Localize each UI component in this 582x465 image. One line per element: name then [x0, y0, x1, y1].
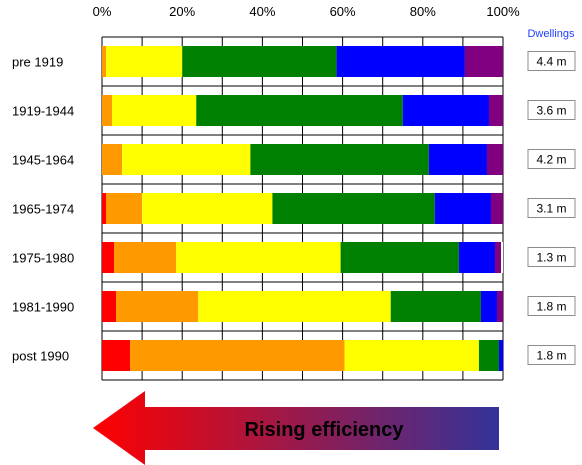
dwellings-column: Dwellings 4.4 m 3.6 m 4.2 m 3.1 m 1.3 m 1.8 m… — [527, 28, 576, 365]
dwellings-value-box — [527, 345, 576, 365]
bar-segment — [486, 144, 503, 175]
bar-segment — [102, 144, 123, 175]
category-label: 1975-1980 — [12, 251, 74, 266]
dwellings-value: 3.6 m — [536, 104, 566, 118]
category-label: 1981-1990 — [12, 300, 74, 315]
x-tick-label: 80% — [410, 4, 436, 19]
bar-segment — [196, 95, 403, 126]
bars — [102, 46, 503, 371]
category-labels: pre 1919 1919-1944 1945-1964 1965-1974 1975-… — [12, 55, 74, 364]
bar-segment — [428, 144, 487, 175]
bar-segment — [498, 340, 503, 371]
bar-segment — [478, 340, 499, 371]
bar-segment — [272, 193, 435, 224]
bar-segment — [130, 340, 345, 371]
x-tick-label: 20% — [169, 4, 195, 19]
dwellings-value-box — [527, 51, 576, 71]
dwellings-value: 1.8 m — [536, 300, 566, 314]
dwellings-title: Dwellings — [527, 28, 575, 40]
bar-segment — [336, 46, 465, 77]
bar-segment — [142, 193, 273, 224]
bar-segment — [102, 242, 115, 273]
rising-efficiency-arrow: Rising efficiency — [93, 391, 499, 465]
bar-segment — [496, 291, 503, 322]
dwellings-value-box — [527, 100, 576, 120]
bar-segment — [102, 46, 107, 77]
bar-segment — [390, 291, 481, 322]
dwellings-value: 4.2 m — [536, 153, 566, 167]
bar-segment — [402, 95, 489, 126]
x-tick-labels: 0% 20% 40% 60% 80% 100% — [93, 4, 520, 19]
bar-segment — [458, 242, 495, 273]
bar-segment — [464, 46, 503, 77]
x-tick-label: 40% — [249, 4, 275, 19]
bar-segment — [106, 46, 183, 77]
bar-segment — [106, 193, 143, 224]
dwellings-value-box — [527, 247, 576, 267]
x-tick-label: 100% — [486, 4, 520, 19]
bar-segment — [250, 144, 429, 175]
dwellings-value: 1.8 m — [536, 349, 566, 363]
category-label: 1945-1964 — [12, 153, 74, 168]
bar-segment — [102, 340, 131, 371]
bar-segment — [488, 95, 503, 126]
dwellings-value-box — [527, 198, 576, 218]
x-tick-label: 0% — [93, 4, 112, 19]
bar-segment — [122, 144, 251, 175]
category-label: 1919-1944 — [12, 104, 74, 119]
bar-segment — [116, 291, 199, 322]
bar-segment — [480, 291, 497, 322]
gradient-arrow — [93, 391, 499, 465]
bar-segment — [494, 242, 501, 273]
arrow-label: Rising efficiency — [245, 419, 405, 441]
bar-segment — [182, 46, 337, 77]
dwellings-value-box — [527, 296, 576, 316]
bar-segment — [434, 193, 491, 224]
bar-segment — [102, 291, 117, 322]
bar-segment — [176, 242, 341, 273]
bar-segment — [102, 193, 107, 224]
category-label: 1965-1974 — [12, 202, 74, 217]
bar-segment — [114, 242, 177, 273]
dwellings-value-box — [527, 149, 576, 169]
dwellings-value: 4.4 m — [536, 55, 566, 69]
bar-segment — [112, 95, 197, 126]
dwellings-value: 1.3 m — [536, 251, 566, 265]
category-label: post 1990 — [12, 349, 69, 364]
dwellings-value: 3.1 m — [536, 202, 566, 216]
category-label: pre 1919 — [12, 55, 63, 70]
bar-segment — [102, 95, 113, 126]
bar-segment — [198, 291, 391, 322]
bar-segment — [344, 340, 479, 371]
x-tick-label: 60% — [330, 4, 356, 19]
bar-segment — [490, 193, 503, 224]
bar-segment — [340, 242, 459, 273]
